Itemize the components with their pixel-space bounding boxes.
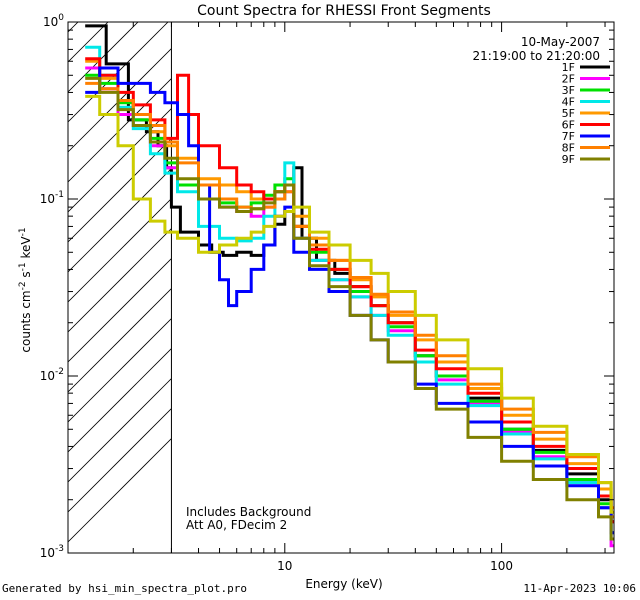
legend-label-4F: 4F	[562, 96, 575, 109]
legend-label-7F: 7F	[562, 130, 575, 143]
y-tick-base: 10	[43, 15, 58, 29]
hatch-line	[68, 408, 172, 513]
hatch-line	[68, 288, 172, 393]
y-tick-label: 10-3	[40, 544, 64, 560]
legend-label-8F: 8F	[562, 142, 575, 155]
y-label-part: counts cm	[19, 290, 33, 352]
svg-text:counts cm-2 s-1 keV-1: counts cm-2 s-1 keV-1	[18, 227, 33, 352]
y-label-exp: -1	[18, 227, 28, 236]
generated-by-footer: Generated by hsi_min_spectra_plot.pro	[2, 582, 248, 595]
hatch-line	[68, 318, 172, 423]
hatch-line	[68, 22, 79, 33]
hatch-line	[68, 22, 169, 123]
hatch-line	[68, 228, 172, 333]
date-label: 10-May-2007	[521, 35, 600, 49]
y-label-part: keV	[19, 236, 33, 263]
y-tick-exponent: 0	[58, 13, 64, 23]
legend-label-5F: 5F	[562, 107, 575, 120]
hatch-line	[68, 258, 172, 363]
hatch-line	[68, 78, 172, 183]
timestamp-footer: 11-Apr-2023 10:06	[523, 582, 636, 595]
y-tick-label: 100	[43, 13, 64, 29]
y-axis-label: counts cm-2 s-1 keV-1	[18, 227, 33, 352]
x-tick-label: 10	[277, 559, 292, 573]
hatch-line	[68, 348, 172, 453]
time-range-label: 21:19:00 to 21:20:00	[473, 49, 600, 63]
series-line-9F	[85, 76, 614, 541]
hatch-line	[68, 378, 172, 483]
annotation-attenuator: Att A0, FDecim 2	[186, 518, 287, 532]
hatch-line	[68, 438, 172, 543]
hatch-line	[68, 22, 109, 63]
x-axis-label: Energy (keV)	[305, 577, 382, 591]
y-tick-base: 10	[40, 546, 55, 560]
hatch-line	[68, 138, 172, 243]
legend-label-6F: 6F	[562, 119, 575, 132]
y-tick-label: 10-2	[40, 367, 64, 383]
chart-title: Count Spectra for RHESSI Front Segments	[197, 3, 491, 19]
y-label-exp: -2	[18, 281, 28, 290]
series-layer	[85, 24, 614, 548]
y-tick-label: 10-1	[40, 190, 64, 206]
legend-label-9F: 9F	[562, 153, 575, 166]
plot-frame	[67, 21, 615, 554]
x-tick-label: 100	[490, 559, 513, 573]
hatch-line	[68, 0, 171, 2]
y-tick-base: 10	[40, 192, 55, 206]
y-label-exp: -1	[18, 262, 28, 271]
hatch-line	[68, 198, 172, 303]
legend-label-3F: 3F	[562, 84, 575, 97]
legend-label-2F: 2F	[562, 73, 575, 86]
series-line-yellow	[85, 94, 614, 514]
hatch-line	[68, 168, 172, 273]
legend-label-1F: 1F	[562, 61, 575, 74]
y-tick-exponent: -2	[55, 367, 64, 377]
annotation-background: Includes Background	[186, 505, 311, 519]
y-tick-exponent: -3	[55, 544, 64, 554]
y-tick-exponent: -1	[55, 190, 64, 200]
y-label-part: s	[19, 271, 33, 281]
y-tick-base: 10	[40, 369, 55, 383]
